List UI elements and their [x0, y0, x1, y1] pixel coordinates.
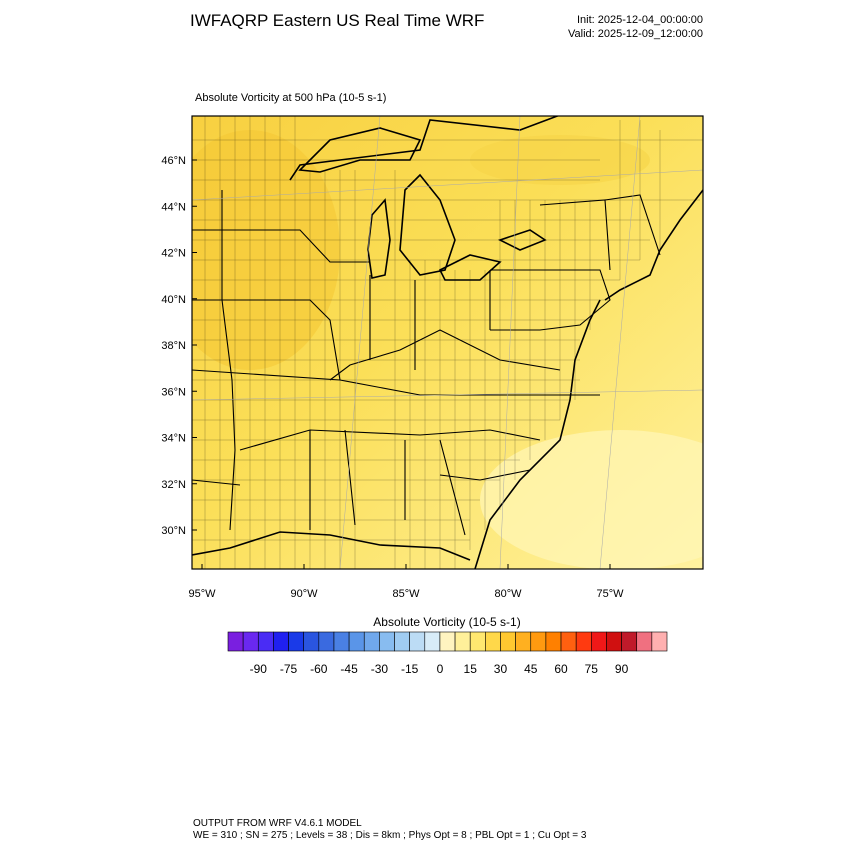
colorbar-swatch: [545, 631, 562, 652]
lon-label: 75°W: [596, 588, 624, 600]
colorbar-swatch: [424, 631, 441, 652]
lat-label: 40°N: [161, 294, 186, 306]
colorbar-tick-label: -15: [401, 662, 419, 676]
colorbar-swatch: [636, 631, 653, 652]
colorbar-swatch: [500, 631, 516, 652]
lat-label: 44°N: [161, 201, 186, 213]
county-borders: [192, 116, 703, 569]
colorbar-swatch: [454, 631, 471, 652]
footer-line: WE = 310 ; SN = 275 ; Levels = 38 ; Dis …: [193, 830, 587, 841]
colorbar-tick-label: -90: [250, 662, 268, 676]
colorbar-swatch: [409, 631, 426, 652]
valid-time: Valid: 2025-12-09_12:00:00: [568, 28, 703, 40]
colorbar-tick-label: 75: [585, 662, 599, 676]
init-time: Init: 2025-12-04_00:00:00: [577, 14, 703, 26]
map-field: [192, 116, 703, 569]
colorbar-tick-label: 0: [437, 662, 444, 676]
colorbar-swatch: [651, 631, 668, 652]
colorbar-swatch: [485, 631, 501, 652]
coastlines: [192, 116, 703, 569]
colorbar-swatch: [394, 631, 410, 652]
map-subtitle: Absolute Vorticity at 500 hPa (10-5 s-1): [195, 92, 386, 104]
colorbar-tick-label: 90: [615, 662, 629, 676]
lon-label: 95°W: [188, 588, 216, 600]
lon-label: 80°W: [494, 588, 522, 600]
colorbar-swatch: [379, 631, 395, 652]
colorbar-swatch: [469, 631, 486, 652]
colorbar-swatch: [333, 631, 350, 652]
colorbar-swatch: [363, 631, 380, 652]
colorbar-title: Absolute Vorticity (10-5 s-1): [373, 615, 520, 629]
colorbar-swatch: [242, 631, 259, 652]
colorbar-tick-label: -45: [340, 662, 358, 676]
lat-label: 36°N: [161, 386, 186, 398]
lat-label: 38°N: [161, 340, 186, 352]
colorbar-swatch: [575, 631, 592, 652]
colorbar-tick-label: 60: [554, 662, 568, 676]
colorbar-swatch: [318, 631, 335, 652]
footer-line: OUTPUT FROM WRF V4.6.1 MODEL: [193, 818, 362, 829]
title: IWFAQRP Eastern US Real Time WRF: [190, 11, 484, 30]
colorbar-tick-label: -30: [371, 662, 389, 676]
colorbar-swatch: [227, 631, 244, 652]
field-patch: [480, 430, 703, 569]
lat-label: 42°N: [161, 248, 186, 260]
colorbar-swatch: [515, 631, 532, 652]
colorbar-tick-label: 30: [494, 662, 508, 676]
lat-label: 34°N: [161, 433, 186, 445]
colorbar-swatch: [303, 631, 320, 652]
lat-label: 32°N: [161, 479, 186, 491]
lon-label: 85°W: [392, 588, 420, 600]
colorbar-swatch: [530, 631, 547, 652]
lat-label: 46°N: [161, 155, 186, 167]
field-patch: [192, 130, 340, 370]
colorbar: -90 -75 -60 -45 -30 -15 0 15 30 45 60 75 90: [227, 631, 668, 676]
colorbar-tick-label: 45: [524, 662, 538, 676]
colorbar-swatch: [606, 631, 622, 652]
colorbar-swatch: [288, 631, 304, 652]
lon-label: 90°W: [290, 588, 318, 600]
map-frame: [191, 115, 704, 570]
colorbar-tick-label: 15: [464, 662, 478, 676]
colorbar-swatch: [348, 631, 365, 652]
graticule: [192, 116, 703, 569]
colorbar-swatch: [560, 631, 577, 652]
colorbar-swatch: [439, 631, 456, 652]
colorbar-tick-label: -60: [310, 662, 328, 676]
colorbar-tick-label: -75: [280, 662, 298, 676]
axis-labels: 46°N 44°N 42°N 40°N 38°N 36°N 34°N 32°N 30°N 95°W…: [161, 155, 624, 600]
colorbar-swatch: [273, 631, 289, 652]
colorbar-swatch: [257, 631, 274, 652]
colorbar-swatch: [621, 631, 638, 652]
lat-label: 30°N: [161, 525, 186, 537]
colorbar-swatch: [591, 631, 607, 652]
